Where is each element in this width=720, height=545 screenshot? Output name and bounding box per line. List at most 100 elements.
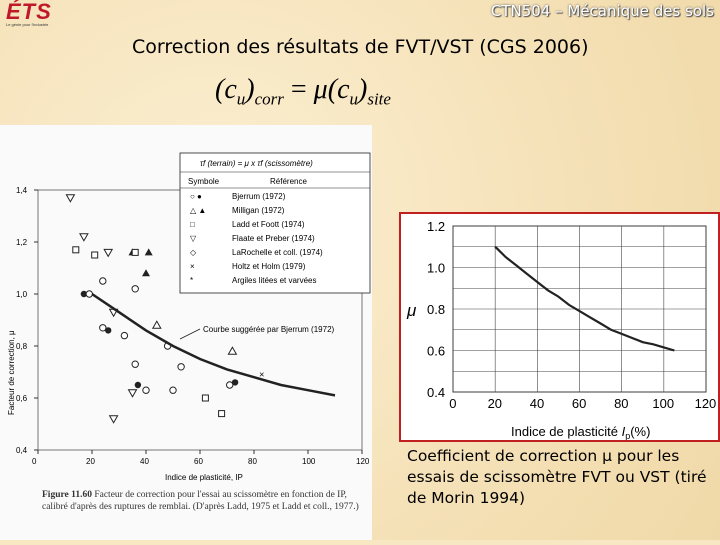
scan-point-circle-open	[177, 363, 185, 371]
scan-point-circle-open	[120, 331, 129, 340]
formula-rhs-sub: u	[349, 89, 359, 109]
legend-col-symbol: Symbole	[188, 177, 220, 186]
right-xlabel-text: Indice de plasticité	[511, 424, 618, 439]
scan-point-triangle-down	[108, 415, 119, 424]
legend-ref: Milligan (1972)	[232, 206, 285, 215]
scan-ytick-label: 0,8	[16, 342, 28, 351]
legend-box	[179, 152, 371, 294]
legend-ref: Holtz et Holm (1979)	[232, 262, 306, 271]
right-ytick-label: 0.8	[427, 302, 445, 317]
scan-point-circle-filled	[134, 381, 142, 389]
right-xlabel-var: I	[622, 424, 626, 439]
right-chart-svg: 0.4 0.6 0.8 1.0 1.2 0 20 40 60 80 100 120 μ Indice …	[406, 219, 717, 441]
legend-symbol: ○ ●	[190, 192, 202, 201]
formula-lhs-sub: u	[236, 89, 246, 109]
right-xlabel: Indice de plasticité Ip(%)	[511, 424, 650, 440]
scan-ytick-label: 1,4	[16, 186, 28, 195]
legend-symbol: ◇	[190, 248, 197, 257]
slide-title: Correction des résultats de FVT/VST (CGS…	[132, 36, 589, 58]
legend-ref: Argiles litées et varvées	[232, 276, 316, 285]
right-xtick-label: 80	[614, 396, 628, 411]
scan-point-x: ×	[259, 370, 264, 380]
formula-mu: μ	[313, 74, 328, 105]
scan-ytick-label: 1,2	[16, 238, 28, 247]
ets-logo: ÉTS Le génie pour l'industrie	[6, 0, 76, 28]
chart-caption: Coefficient de correction μ pour les ess…	[407, 447, 707, 507]
formula-rhs-var: c	[337, 74, 350, 105]
course-title: CTN504 – Mécanique des sols	[490, 2, 714, 20]
scan-xtick-label: 0	[32, 457, 37, 466]
scan-point-triangle-filled	[142, 269, 150, 277]
scan-point-square	[218, 410, 226, 418]
scan-point-square	[131, 248, 139, 256]
formula-equals: =	[290, 74, 307, 105]
bjerrum-curve	[91, 292, 336, 397]
scan-point-circle-open	[131, 360, 139, 368]
right-xlabel-sub: p	[625, 431, 630, 440]
right-xlabel-unit: (%)	[630, 424, 650, 439]
right-xtick-label: 120	[695, 396, 717, 411]
scanned-figure: 0,4 0,6 0,8 1,0 1,2 1,4 0 20 40 60 80 100 120 × τf (…	[0, 125, 372, 540]
right-xtick-label: 20	[488, 396, 502, 411]
scan-point-triangle-down	[127, 389, 138, 398]
scan-xtick-label: 40	[140, 457, 149, 466]
mu-axis-label: μ	[406, 301, 417, 320]
scan-point-square	[201, 394, 209, 402]
legend-symbol: □	[190, 220, 195, 229]
legend-col-ref: Référence	[270, 177, 307, 186]
legend-symbol: ▽	[190, 234, 197, 243]
logo-subtitle: Le génie pour l'industrie	[6, 22, 49, 27]
correction-formula: (cu)corr = μ(cu)site	[215, 74, 391, 109]
scan-xtick-label: 100	[302, 457, 316, 466]
right-ytick-label: 1.2	[427, 219, 445, 234]
figure-caption-text: Facteur de correction pour l'essai au sc…	[42, 490, 359, 512]
scan-point-square	[91, 251, 99, 259]
legend-header: τf (terrain) = μ x τf (scissomètre)	[200, 159, 313, 168]
scan-point-triangle-down	[79, 233, 89, 242]
scan-point-square	[72, 246, 80, 254]
right-ytick-label: 0.4	[427, 385, 445, 400]
scan-point-circle-open	[99, 277, 107, 285]
scan-point-triangle-down	[103, 248, 114, 258]
scan-ytick-label: 1,0	[16, 290, 28, 299]
right-ytick-label: 1.0	[427, 261, 445, 276]
scan-point-triangle-filled	[144, 248, 153, 256]
legend-ref: LaRochelle et coll. (1974)	[232, 248, 323, 257]
scan-point-circle-filled	[80, 290, 88, 298]
formula-lhs-var: c	[224, 74, 237, 105]
legend-symbol: ×	[190, 262, 195, 271]
formula-lhs-index: corr	[254, 89, 284, 109]
scan-xtick-label: 80	[248, 457, 257, 466]
legend-symbol: *	[190, 276, 193, 285]
right-xtick-label: 60	[572, 396, 586, 411]
scan-point-circle-open	[142, 386, 150, 394]
legend-ref: Bjerrum (1972)	[232, 192, 286, 201]
correction-chart-frame: 0.4 0.6 0.8 1.0 1.2 0 20 40 60 80 100 120 μ Indice …	[399, 212, 720, 442]
scan-point-circle-open	[169, 386, 177, 394]
right-xtick-label: 40	[530, 396, 544, 411]
scan-ytick-label: 0,4	[16, 446, 28, 455]
scan-point-triangle-open	[151, 320, 162, 329]
scan-point-circle-open	[99, 324, 107, 332]
legend-ref: Flaate et Preber (1974)	[232, 234, 315, 243]
scan-xtick-label: 20	[86, 457, 95, 466]
right-xtick-label: 0	[449, 396, 456, 411]
scan-point-triangle-down	[65, 194, 76, 203]
curve-label: Courbe suggérée par Bjerrum (1972)	[203, 325, 335, 334]
scan-point-circle-filled	[105, 327, 112, 334]
scan-point-triangle-open	[227, 346, 238, 355]
scan-xtick-label: 60	[194, 457, 203, 466]
right-ytick-label: 0.6	[427, 344, 445, 359]
scan-point-circle-filled	[231, 379, 239, 386]
scan-point-circle-open	[85, 290, 94, 298]
legend-symbol: △ ▲	[190, 206, 206, 215]
mu-curve	[494, 245, 675, 352]
scan-xtick-label: 120	[356, 457, 370, 466]
logo-text: ÉTS	[6, 0, 52, 24]
scan-chart-svg: 0,4 0,6 0,8 1,0 1,2 1,4 0 20 40 60 80 100 120 × τf (…	[7, 152, 371, 482]
scan-xlabel: Indice de plasticité, IP	[165, 473, 243, 482]
figure-caption-number: Figure 11.60	[42, 490, 92, 500]
figure-caption: Figure 11.60 Facteur de correction pour …	[42, 489, 364, 513]
scan-ylabel: Facteur de correction, μ	[7, 330, 16, 415]
legend-ref: Ladd et Foott (1974)	[232, 220, 305, 229]
